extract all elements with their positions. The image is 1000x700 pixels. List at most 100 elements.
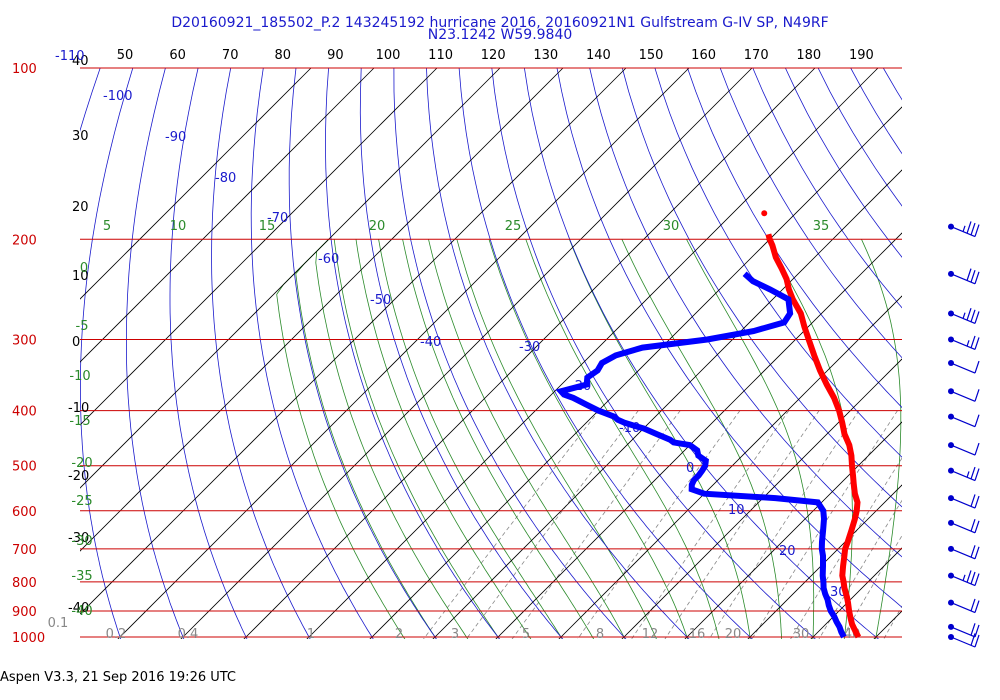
- moist-adiabat-line: [525, 239, 720, 639]
- dry-adiabat-line: [393, 68, 627, 639]
- pressure-tick-label: 300: [12, 333, 37, 348]
- moist-label: 0: [80, 261, 88, 276]
- wind-barb-half-flag: [962, 312, 966, 319]
- wind-barb-flag: [974, 442, 980, 456]
- dry-adiabat-line: [80, 68, 134, 639]
- wind-barb-flag: [970, 519, 976, 532]
- wind-barb-flag: [970, 571, 976, 585]
- pressure-tick-label: 1000: [12, 631, 45, 646]
- mixing-ratio-label: 0.2: [106, 627, 127, 642]
- wind-barb-flag: [974, 546, 980, 560]
- sounding-profiles: [555, 210, 862, 639]
- wind-barb-flag: [966, 570, 972, 583]
- dry-adiabat-line: [126, 68, 185, 639]
- moist-adiabat-line: [333, 239, 500, 639]
- wind-barb-flag: [970, 270, 976, 283]
- wind-barb-flag: [974, 311, 980, 324]
- mixing-ratio-label: 1: [307, 627, 315, 642]
- wind-barb-flag: [974, 389, 980, 402]
- isotherm-line: [80, 68, 375, 363]
- wind-barb-flag: [974, 634, 980, 648]
- isotherm-line: [432, 169, 902, 639]
- top-axis-tick: 170: [744, 48, 769, 63]
- dry-adiabat-line: [981, 68, 1000, 649]
- pressure-tick-label: 700: [12, 543, 37, 558]
- chart-title: D20160921_185502_P.2 143245192 hurricane…: [171, 15, 829, 31]
- top-axis-tick: 110: [428, 48, 453, 63]
- dry-adiabat-line: [211, 68, 311, 639]
- wind-barb-shaft: [950, 444, 976, 456]
- dry-adiabats: [0, 68, 1000, 649]
- wind-barb: [948, 633, 980, 648]
- isotherm-line: [117, 68, 690, 639]
- theta-label: -100: [103, 89, 133, 104]
- temp-tick-label: 40: [72, 54, 89, 69]
- mixing-ratio-line: [751, 410, 898, 639]
- isotherm-line: [180, 68, 753, 639]
- moist-adiabat-line: [686, 239, 815, 639]
- wind-barb-flag: [974, 337, 980, 350]
- top-axis-tick: 60: [169, 48, 186, 63]
- dry-adiabat-line: [458, 68, 753, 639]
- pressure-tick-label: 400: [12, 405, 37, 420]
- footer-text: Aspen V3.3, 21 Sep 2016 19:26 UTC: [0, 670, 237, 685]
- mixing-ratio-label: 3: [451, 627, 459, 642]
- dry-adiabat-line: [325, 68, 501, 639]
- temp-tick-label: 10: [72, 269, 89, 284]
- dry-adiabat-line: [589, 68, 902, 558]
- top-axis-tick: 140: [586, 48, 611, 63]
- dry-adiabat-line: [654, 68, 902, 458]
- moist-adiabat-line: [378, 239, 563, 639]
- dry-adiabat-line: [288, 68, 437, 639]
- isotherm-line: [927, 68, 1000, 649]
- moist-label: -15: [69, 414, 90, 429]
- moist-adiabat-line: [569, 239, 751, 639]
- wind-barb: [948, 545, 980, 560]
- dry-adiabat-line: [752, 68, 902, 309]
- theta-label: -110: [55, 49, 85, 64]
- pressure-tick-label: 500: [12, 460, 37, 475]
- mixing-ratio-line: [577, 410, 741, 639]
- wind-barbs: [948, 221, 980, 648]
- moist-label: -10: [69, 369, 90, 384]
- wind-barb-flag: [974, 360, 980, 374]
- top-axis-tick: 80: [275, 48, 292, 63]
- pressure-tick-label: 600: [12, 505, 37, 520]
- mixing-ratio-label: 12: [642, 627, 659, 642]
- wind-barb-flag: [970, 335, 976, 349]
- temp-tick-label: -20: [68, 469, 89, 484]
- dry-adiabat-line: [916, 68, 1000, 649]
- mixing-ratio-label: 0.1: [48, 616, 69, 631]
- theta-label: -50: [370, 293, 391, 308]
- mixing-ratio-line: [664, 410, 820, 639]
- theta-label: 0: [686, 461, 694, 476]
- wind-barb-half-flag: [966, 340, 970, 347]
- theta-e-label: 5: [103, 219, 111, 234]
- wind-barb-shaft: [950, 390, 976, 402]
- theta-label: -80: [215, 171, 236, 186]
- dry-adiabat-line: [524, 68, 880, 639]
- mixing-ratio-line: [708, 410, 860, 639]
- wind-barb-flag: [970, 309, 976, 323]
- moist-label: -5: [76, 319, 89, 334]
- wind-barb: [948, 570, 980, 587]
- dry-adiabat-line: [0, 68, 67, 649]
- dry-adiabat-line: [426, 68, 690, 639]
- wind-barb-flag: [974, 468, 980, 481]
- wind-barb-flag: [966, 308, 972, 321]
- theta-label: -30: [519, 340, 540, 355]
- dry-adiabat-line: [719, 68, 902, 359]
- moist-label: -20: [71, 456, 92, 471]
- moist-adiabats: [276, 239, 902, 639]
- mixing-ratio-label: 8: [596, 627, 604, 642]
- isotherm-line: [621, 358, 902, 639]
- isotherm-line: [684, 421, 902, 639]
- wind-barb: [948, 221, 980, 238]
- theta-label: 10: [728, 503, 745, 518]
- wind-barb: [948, 519, 980, 534]
- wind-barb: [948, 413, 980, 428]
- isotherm-line: [80, 68, 501, 489]
- wind-barb-half-flag: [962, 574, 966, 581]
- temp-tick-label: 30: [72, 129, 89, 144]
